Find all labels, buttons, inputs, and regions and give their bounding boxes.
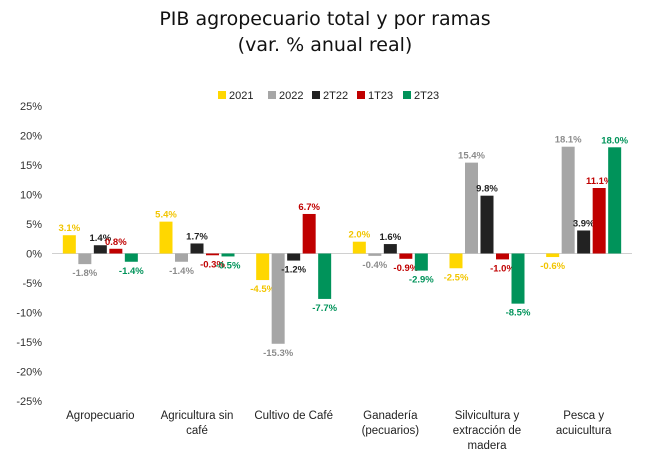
bar (109, 248, 123, 254)
category-label: café (186, 425, 208, 437)
data-label: -7.7% (312, 303, 337, 314)
data-label: -0.6% (540, 261, 565, 272)
data-label: 6.7% (298, 202, 320, 213)
data-label: 18.1% (555, 135, 582, 146)
category-label: Agropecuario (66, 410, 134, 422)
bar (190, 243, 204, 254)
data-label: 15.4% (458, 151, 485, 162)
legend-label: 2021 (229, 90, 253, 102)
legend-swatch (312, 91, 320, 99)
data-label: 9.8% (476, 184, 498, 195)
legend-swatch (357, 91, 365, 99)
bar (414, 253, 428, 271)
legend-label: 2T23 (414, 90, 439, 102)
y-tick-label: -20% (16, 367, 42, 379)
category-label: Pesca y (563, 410, 604, 422)
bar (62, 235, 76, 254)
legend-label: 1T23 (368, 90, 393, 102)
category-label: madera (468, 440, 508, 452)
data-label: 1.7% (186, 231, 208, 242)
category-label: (pecuarios) (362, 425, 420, 437)
category-label: Cultivo de Café (254, 410, 333, 422)
y-tick-label: -25% (16, 396, 42, 408)
y-tick-label: 5% (26, 219, 42, 231)
data-label: -0.9% (393, 263, 418, 274)
category-label: extracción de (453, 425, 521, 437)
bar (206, 253, 219, 256)
y-tick-label: 25% (20, 101, 42, 113)
data-label: -1.4% (169, 266, 194, 277)
category-label: acuicultura (556, 425, 612, 437)
category-label: Agricultura sin (161, 410, 234, 422)
chart-subtitle: (var. % anual real) (237, 34, 413, 56)
bar (592, 188, 606, 254)
data-label: 1.4% (90, 233, 112, 244)
data-label: 11.1% (586, 176, 613, 187)
data-label: 0.8% (105, 237, 127, 248)
data-label: 3.1% (59, 223, 81, 234)
data-label: -1.0% (490, 263, 515, 274)
bar (511, 253, 525, 304)
data-label: -0.5% (216, 260, 241, 271)
bar (175, 253, 188, 262)
bar (256, 253, 270, 281)
data-label: 2.0% (349, 230, 371, 241)
bar (302, 213, 316, 254)
data-label: 3.9% (573, 218, 595, 229)
bar (221, 253, 235, 257)
bar (577, 230, 591, 254)
bar (608, 147, 622, 254)
bar (287, 253, 301, 261)
bar (383, 244, 397, 254)
chart-title: PIB agropecuario total y por ramas (159, 8, 491, 30)
y-tick-label: 15% (20, 160, 42, 172)
data-label: -1.4% (119, 266, 144, 277)
bar (78, 253, 92, 265)
bar (159, 221, 173, 254)
legend-swatch (218, 91, 226, 99)
bar (480, 195, 494, 254)
data-label: -4.5% (250, 284, 275, 295)
y-tick-label: 0% (26, 249, 42, 261)
data-label: 18.0% (601, 135, 628, 146)
legend-label: 2T22 (323, 90, 348, 102)
data-label: -2.5% (444, 272, 469, 283)
bar (93, 245, 107, 254)
bar (124, 253, 138, 262)
data-label: -8.5% (506, 308, 531, 319)
bar (561, 146, 575, 254)
bar (368, 253, 382, 256)
legend-swatch (403, 91, 411, 99)
category-label: Ganadería (363, 410, 418, 422)
bar (496, 253, 509, 260)
bar (449, 253, 463, 269)
y-tick-label: 20% (20, 131, 42, 143)
legend-swatch (268, 91, 276, 99)
bar (399, 253, 413, 259)
bar (318, 253, 332, 299)
data-label: 1.6% (380, 232, 402, 243)
bar (352, 241, 366, 254)
legend-label: 2022 (279, 90, 303, 102)
y-tick-label: -15% (16, 337, 42, 349)
data-label: -0.3% (200, 259, 225, 270)
data-label: -0.4% (362, 260, 387, 271)
category-label: Silvicultura y (455, 410, 520, 422)
data-label: -1.2% (281, 265, 306, 276)
y-tick-label: -10% (16, 308, 42, 320)
data-label: 5.4% (155, 210, 177, 221)
data-label: -15.3% (263, 348, 294, 359)
bar (271, 253, 285, 344)
bar (465, 162, 478, 254)
data-label: -1.8% (72, 268, 97, 279)
data-label: -2.9% (409, 275, 434, 286)
bar (546, 253, 560, 258)
y-tick-label: -5% (22, 278, 42, 290)
y-tick-label: 10% (20, 190, 42, 202)
